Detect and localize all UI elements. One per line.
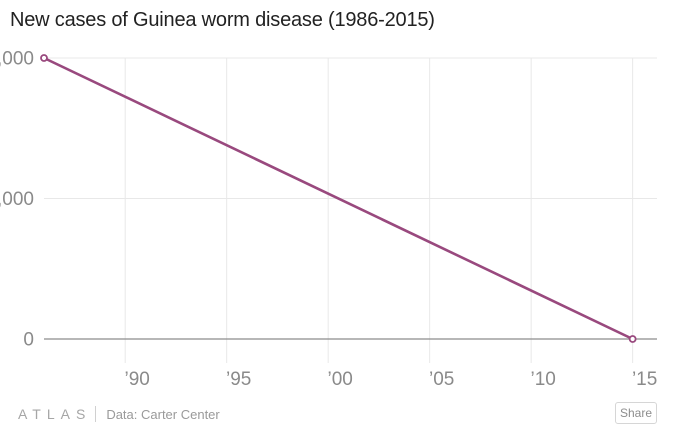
x-tick-label: ’15 <box>632 369 657 390</box>
footer: ATLAS Data: Carter Center <box>18 403 220 425</box>
share-button[interactable]: Share <box>615 402 657 424</box>
axes: 0 1,750,000 3,500,000 ’90 ’95 ’00 ’05 ’10 ’15 <box>0 49 657 391</box>
data-point <box>628 335 637 343</box>
series <box>40 54 637 343</box>
y-tick-label: 3,500,000 <box>0 49 34 70</box>
data-point <box>40 54 48 62</box>
atlas-logo[interactable]: ATLAS <box>18 406 92 422</box>
x-tick-label: ’05 <box>429 369 454 390</box>
x-tick-label: ’95 <box>226 369 251 390</box>
x-tick-label: ’90 <box>125 369 150 390</box>
y-tick-label: 0 <box>23 330 34 351</box>
x-tick-label: ’00 <box>327 369 352 390</box>
chart-title: New cases of Guinea worm disease (1986-2… <box>10 9 435 31</box>
series-line <box>42 56 634 341</box>
grid <box>44 57 657 363</box>
x-tick-label: ’10 <box>530 369 555 390</box>
footer-divider <box>95 406 97 422</box>
y-tick-label: 1,750,000 <box>0 189 34 210</box>
data-source: Data: Carter Center <box>106 406 220 422</box>
